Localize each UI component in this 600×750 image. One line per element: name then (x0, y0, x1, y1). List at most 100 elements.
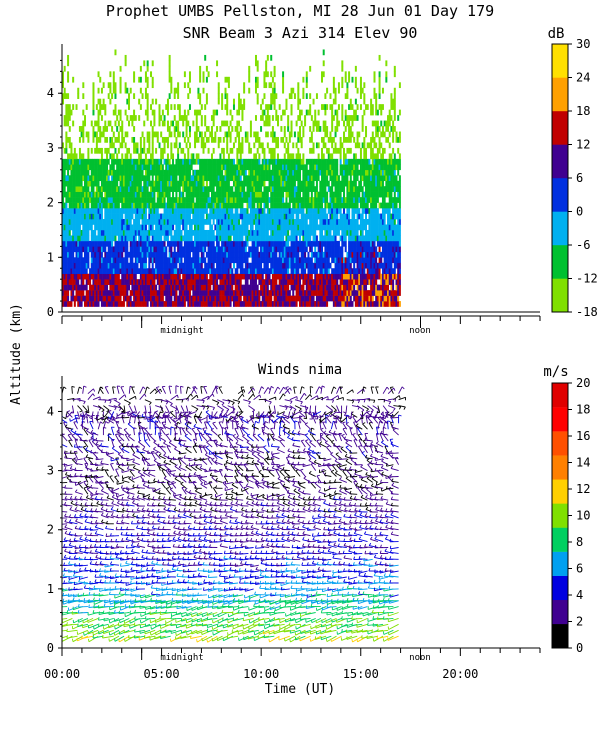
snr-cell (89, 301, 92, 307)
snr-cell (190, 208, 193, 214)
snr-cell (117, 202, 120, 209)
snr-cell (236, 191, 239, 198)
snr-cell (216, 257, 219, 264)
snr-cell (116, 213, 119, 220)
snr-cell (190, 229, 193, 236)
snr-cell (216, 279, 219, 285)
snr-cell (67, 273, 70, 280)
snr-cell (239, 164, 242, 171)
snr-cell (78, 268, 81, 275)
snr-cell (261, 142, 264, 149)
snr-cell (173, 104, 176, 110)
snr-cell (295, 273, 298, 280)
snr-cell (232, 213, 235, 220)
snr-cell (224, 175, 227, 182)
snr-cell (331, 153, 334, 160)
snr-cell (155, 301, 158, 307)
snr-cell (178, 109, 181, 116)
snr-cell (136, 197, 139, 203)
snr-cell (141, 262, 144, 269)
snr-cell (270, 257, 273, 264)
snr-cell (261, 98, 264, 105)
snr-cell (67, 71, 70, 78)
snr-cell (111, 153, 114, 160)
snr-cell (256, 82, 259, 89)
snr-cell (143, 208, 146, 214)
snr-cell (222, 208, 225, 214)
snr-cell (273, 175, 276, 182)
snr-cell (107, 290, 110, 296)
snr-cell (200, 301, 203, 307)
snr-cell (317, 301, 320, 307)
snr-cell (282, 202, 285, 209)
snr-cell (254, 257, 257, 264)
snr-cell (302, 186, 305, 192)
snr-cell (268, 164, 271, 171)
snr-cell (85, 284, 88, 291)
snr-cell (75, 246, 78, 253)
snr-cell (244, 131, 247, 138)
snr-cell (126, 301, 129, 307)
snr-cell (100, 158, 103, 165)
snr-cell (180, 268, 183, 275)
snr-cell (290, 104, 293, 110)
snr-cell (131, 191, 134, 198)
snr-cell (266, 71, 269, 78)
snr-cell (124, 290, 127, 296)
snr-cell (288, 295, 291, 302)
snr-cell (322, 104, 325, 110)
snr-cell (124, 169, 127, 176)
snr-cell (205, 65, 208, 72)
snr-cell (153, 115, 156, 121)
snr-cell (100, 208, 103, 214)
snr-cell (295, 202, 298, 209)
snr-cell (116, 229, 119, 236)
snr-cell (205, 219, 208, 225)
snr-cell (95, 268, 98, 275)
snr-cell (314, 219, 317, 225)
snr-cell (241, 273, 244, 280)
snr-cell (141, 175, 144, 182)
snr-cell (133, 273, 136, 280)
snr-cell (266, 235, 269, 242)
snr-cell (133, 164, 136, 171)
snr-cell (205, 93, 208, 99)
snr-cell (326, 290, 329, 296)
snr-cell (254, 268, 257, 275)
snr-cell (212, 136, 215, 143)
snr-cell (143, 219, 146, 225)
snr-cell (278, 257, 281, 264)
snr-cell (302, 268, 305, 275)
snr-cell (314, 257, 317, 264)
snr-cell (67, 257, 70, 264)
snr-cell (148, 295, 151, 302)
snr-cell (62, 98, 64, 105)
snr-cell (210, 251, 213, 258)
snr-cell (200, 251, 203, 258)
snr-cell (239, 197, 242, 203)
snr-cell (222, 136, 225, 143)
snr-cell (231, 290, 234, 296)
snr-cell (271, 251, 274, 258)
snr-cell (144, 246, 147, 253)
snr-cell (271, 191, 274, 198)
snr-cell (63, 180, 66, 187)
snr-cell (166, 169, 169, 176)
snr-cell (280, 115, 283, 121)
snr-cell (314, 213, 317, 220)
snr-cell (195, 208, 198, 214)
snr-cell (280, 136, 283, 143)
snr-cell (85, 186, 88, 192)
snr-cell (156, 202, 159, 209)
snr-cell (160, 284, 163, 291)
snr-cell (112, 175, 115, 182)
snr-cell (87, 208, 90, 214)
snr-cell (133, 279, 136, 285)
snr-cell (173, 93, 176, 99)
snr-cell (183, 251, 186, 258)
snr-cell (144, 191, 147, 198)
snr-cell (305, 279, 308, 285)
snr-cell (299, 290, 301, 296)
snr-cell (111, 186, 114, 192)
snr-cell (292, 208, 295, 214)
